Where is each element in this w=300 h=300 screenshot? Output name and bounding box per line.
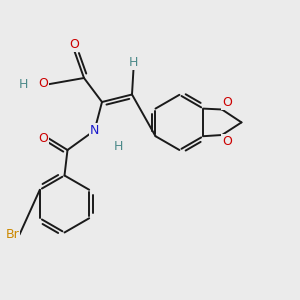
Text: O: O <box>222 135 232 148</box>
Text: O: O <box>222 97 232 110</box>
Text: H: H <box>19 78 28 91</box>
Text: H: H <box>129 56 138 69</box>
Text: O: O <box>38 76 48 90</box>
Text: N: N <box>90 124 99 137</box>
Text: H: H <box>114 140 123 152</box>
Text: O: O <box>38 131 48 145</box>
Text: O: O <box>70 38 79 51</box>
Text: Br: Br <box>6 228 20 241</box>
